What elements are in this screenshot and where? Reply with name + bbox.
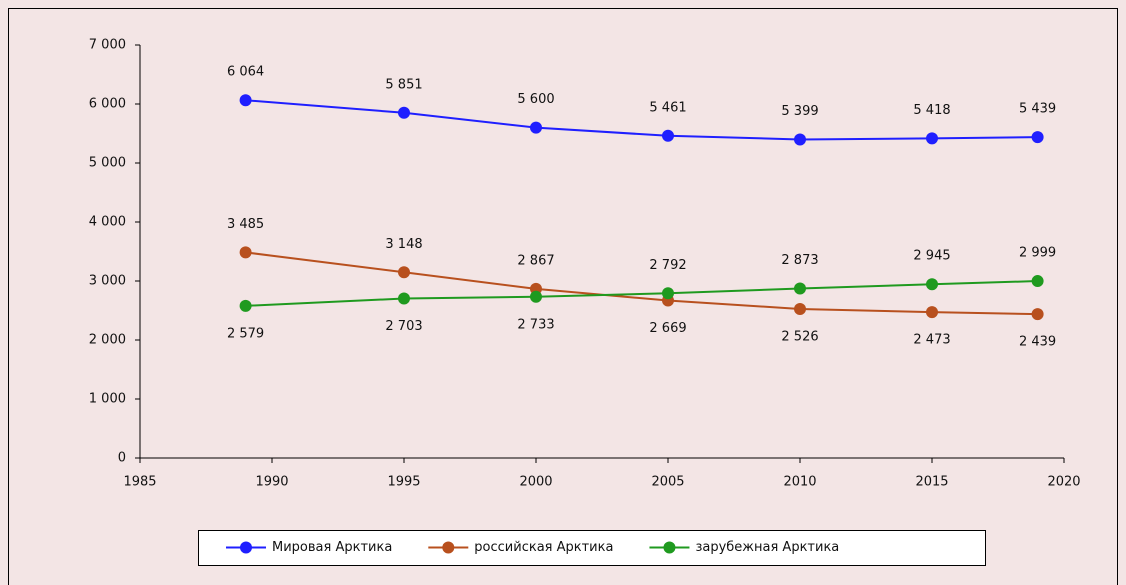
data-label: 3 485	[227, 217, 264, 232]
legend-marker	[442, 541, 455, 554]
point	[662, 287, 674, 300]
legend-label: Мировая Арктика	[272, 540, 392, 555]
data-label: 2 867	[517, 253, 554, 268]
data-label: 5 418	[913, 103, 950, 118]
point	[530, 121, 542, 134]
data-label: 2 526	[781, 329, 818, 344]
point	[926, 132, 938, 145]
point	[530, 290, 542, 303]
y-tick-label: 0	[118, 451, 126, 466]
point	[1031, 308, 1044, 321]
data-label: 2 945	[913, 249, 950, 264]
point	[794, 133, 806, 146]
data-label: 5 439	[1019, 102, 1056, 117]
y-tick-label: 1 000	[89, 392, 126, 407]
data-label: 2 439	[1019, 335, 1056, 350]
point	[239, 299, 252, 312]
y-tick-label: 4 000	[89, 215, 126, 230]
data-label: 5 461	[649, 100, 686, 115]
x-tick-label: 1985	[123, 475, 156, 490]
data-label: 2 873	[781, 253, 818, 268]
y-tick-label: 5 000	[89, 156, 126, 171]
point	[1031, 131, 1044, 144]
x-tick-label: 2010	[783, 475, 816, 490]
data-label: 5 600	[517, 92, 554, 107]
x-tick-label: 2015	[915, 475, 948, 490]
data-label: 2 473	[913, 333, 950, 348]
data-label: 2 999	[1019, 246, 1056, 261]
legend-marker	[240, 541, 252, 554]
y-tick-label: 6 000	[89, 97, 126, 112]
data-label: 2 669	[649, 321, 686, 336]
y-tick-label: 3 000	[89, 274, 126, 289]
data-label: 3 148	[385, 237, 422, 252]
data-label: 2 579	[227, 326, 264, 341]
point	[662, 129, 674, 142]
x-tick-label: 2000	[519, 475, 552, 490]
x-tick-label: 1995	[387, 475, 420, 490]
y-tick-label: 2 000	[89, 333, 126, 348]
point	[794, 282, 806, 295]
legend-marker	[663, 541, 676, 554]
point	[398, 106, 410, 119]
point	[398, 266, 410, 279]
x-tick-label: 1990	[255, 475, 288, 490]
point	[1031, 275, 1044, 288]
x-tick-label: 2005	[651, 475, 684, 490]
data-label: 2 703	[385, 319, 422, 334]
point	[926, 306, 938, 319]
x-tick-label: 2020	[1047, 475, 1080, 490]
legend-box	[198, 530, 986, 566]
point	[926, 278, 938, 291]
data-label: 2 792	[649, 258, 686, 273]
data-label: 6 064	[227, 65, 264, 80]
data-label: 5 399	[781, 104, 818, 119]
point	[239, 94, 252, 107]
y-tick-label: 7 000	[89, 38, 126, 53]
point	[398, 292, 410, 305]
data-label: 5 851	[385, 77, 422, 92]
legend-label: российская Арктика	[474, 540, 613, 555]
legend-label: зарубежная Арктика	[695, 540, 839, 555]
point	[794, 302, 806, 315]
data-label: 2 733	[517, 317, 554, 332]
point	[239, 246, 252, 259]
